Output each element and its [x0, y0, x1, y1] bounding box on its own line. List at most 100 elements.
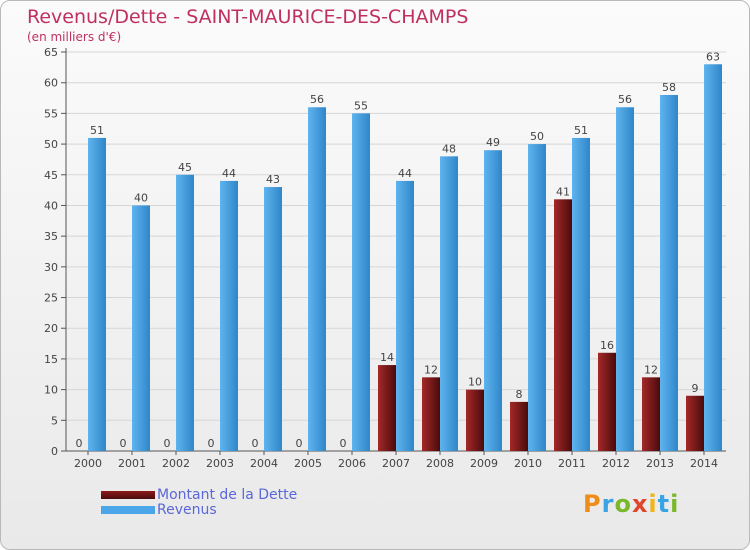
logo-letter: t — [657, 490, 671, 518]
x-tick-label: 2010 — [514, 457, 542, 470]
legend-label-dette: Montant de la Dette — [157, 486, 298, 503]
data-label-revenus: 58 — [662, 81, 676, 94]
y-tick-label: 20 — [44, 322, 58, 335]
x-tick-label: 2002 — [162, 457, 190, 470]
y-tick-label: 50 — [44, 138, 58, 151]
data-label-revenus: 44 — [222, 167, 236, 180]
bar-dette — [598, 352, 616, 451]
y-tick-label: 65 — [44, 46, 58, 59]
data-label-dette: 16 — [600, 339, 614, 352]
chart-subtitle: (en milliers d'€) — [27, 30, 122, 44]
bar-revenus — [616, 107, 634, 451]
logo-letter: i — [648, 490, 658, 518]
legend-swatch-dette — [101, 490, 155, 499]
x-tick-label: 2012 — [602, 457, 630, 470]
y-tick-label: 35 — [44, 230, 58, 243]
legend-swatch-revenus — [101, 505, 155, 514]
x-tick-label: 2007 — [382, 457, 410, 470]
data-label-dette: 0 — [208, 437, 215, 450]
data-label-dette: 0 — [164, 437, 171, 450]
y-tick-label: 5 — [51, 414, 58, 427]
x-tick-label: 2011 — [558, 457, 586, 470]
logo-letter: P — [583, 490, 602, 518]
legend-label-revenus: Revenus — [157, 501, 217, 518]
data-label-dette: 0 — [296, 437, 303, 450]
logo-letter: r — [601, 490, 615, 518]
x-tick-label: 2008 — [426, 457, 454, 470]
logo-letter: i — [670, 490, 680, 518]
logo-letter: o — [614, 490, 632, 518]
data-label-revenus: 48 — [442, 142, 456, 155]
data-label-dette: 8 — [516, 388, 523, 401]
y-tick-label: 40 — [44, 199, 58, 212]
legend-item-dette: Montant de la Dette — [101, 486, 298, 503]
data-label-dette: 0 — [120, 437, 127, 450]
x-tick-label: 2000 — [74, 457, 102, 470]
data-label-dette: 10 — [468, 376, 482, 389]
data-label-revenus: 56 — [618, 93, 632, 106]
bar-dette — [510, 401, 528, 451]
bar-revenus — [308, 107, 326, 451]
data-label-revenus: 51 — [574, 124, 588, 137]
bar-revenus — [484, 150, 502, 451]
chart-title: Revenus/Dette - SAINT-MAURICE-DES-CHAMPS — [27, 6, 469, 28]
data-label-revenus: 56 — [310, 93, 324, 106]
data-label-dette: 12 — [644, 363, 658, 376]
bar-dette — [554, 199, 572, 451]
data-label-revenus: 44 — [398, 167, 412, 180]
bar-dette — [378, 365, 396, 451]
y-tick-label: 45 — [44, 169, 58, 182]
data-label-revenus: 55 — [354, 99, 368, 112]
y-tick-label: 55 — [44, 107, 58, 120]
bar-revenus — [264, 187, 282, 452]
bar-revenus — [176, 174, 194, 451]
bar-dette — [686, 395, 704, 451]
bar-revenus — [572, 137, 590, 451]
data-label-revenus: 43 — [266, 173, 280, 186]
data-label-revenus: 51 — [90, 124, 104, 137]
x-tick-label: 2014 — [690, 457, 718, 470]
x-tick-label: 2009 — [470, 457, 498, 470]
bar-revenus — [396, 180, 414, 451]
x-tick-label: 2013 — [646, 457, 674, 470]
y-tick-label: 30 — [44, 261, 58, 274]
x-tick-label: 2006 — [338, 457, 366, 470]
bar-dette — [466, 389, 484, 451]
data-label-revenus: 50 — [530, 130, 544, 143]
data-label-dette: 14 — [380, 351, 394, 364]
y-tick-label: 10 — [44, 384, 58, 397]
bar-revenus — [704, 64, 722, 452]
logo-letter: x — [631, 490, 649, 518]
y-tick-label: 0 — [51, 445, 58, 458]
data-label-dette: 41 — [556, 185, 570, 198]
x-tick-label: 2003 — [206, 457, 234, 470]
data-label-dette: 0 — [76, 437, 83, 450]
bar-revenus — [660, 94, 678, 451]
bar-revenus — [220, 180, 238, 451]
legend-item-revenus: Revenus — [101, 501, 297, 518]
y-tick-label: 15 — [44, 353, 58, 366]
bar-revenus — [352, 113, 370, 451]
data-label-revenus: 49 — [486, 136, 500, 149]
data-label-revenus: 45 — [178, 161, 192, 174]
bar-dette — [642, 377, 660, 451]
y-tick-label: 25 — [44, 292, 58, 305]
bar-revenus — [528, 144, 546, 452]
y-tick-label: 60 — [44, 77, 58, 90]
bar-revenus — [132, 205, 150, 451]
x-tick-label: 2004 — [250, 457, 278, 470]
data-label-dette: 9 — [692, 382, 699, 395]
data-label-dette: 0 — [252, 437, 259, 450]
bar-dette — [422, 377, 440, 451]
data-label-revenus: 63 — [706, 50, 720, 63]
data-label-dette: 12 — [424, 363, 438, 376]
bar-revenus — [440, 156, 458, 451]
proxiti-logo: Proxiti — [583, 490, 679, 518]
data-label-dette: 0 — [340, 437, 347, 450]
x-tick-label: 2005 — [294, 457, 322, 470]
bar-revenus — [88, 137, 106, 451]
x-tick-label: 2001 — [118, 457, 146, 470]
data-label-revenus: 40 — [134, 191, 148, 204]
